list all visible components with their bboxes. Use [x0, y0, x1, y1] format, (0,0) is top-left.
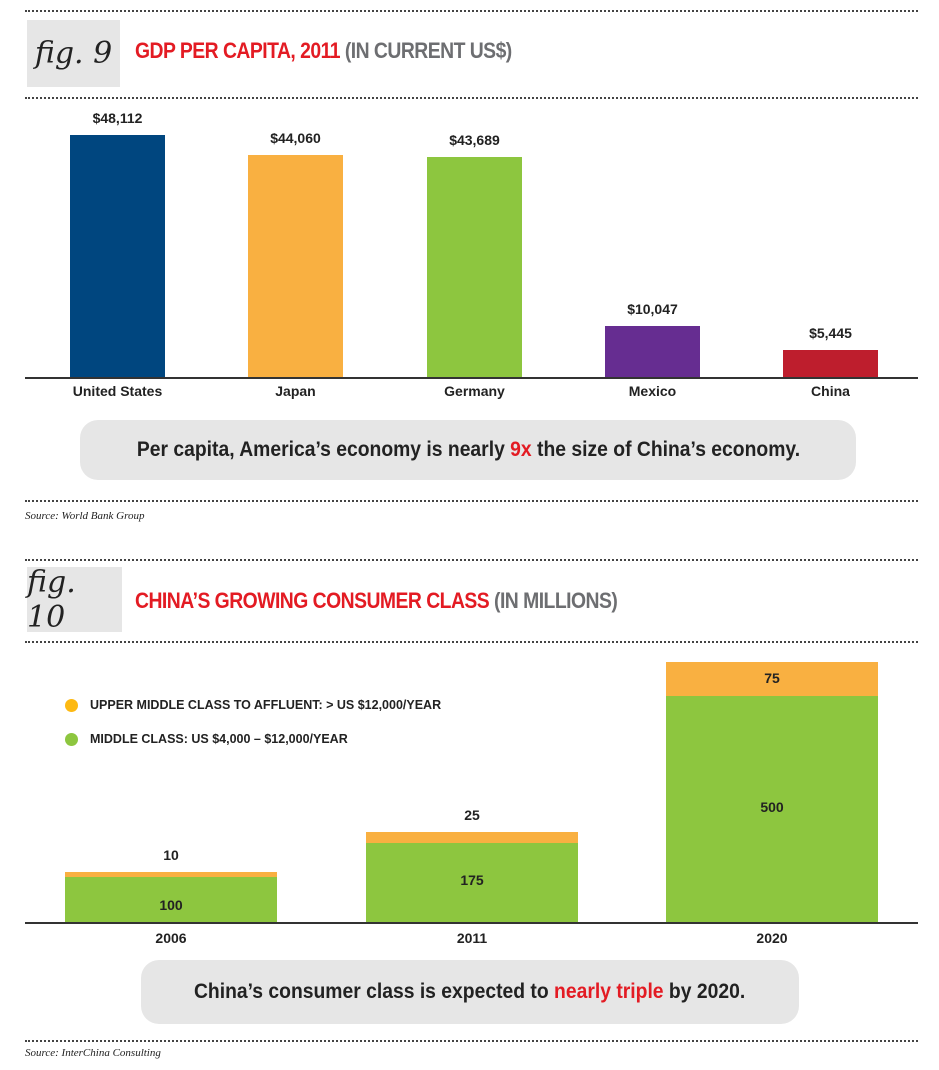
category-label: Mexico	[628, 383, 677, 399]
legend-label: UPPER MIDDLE CLASS TO AFFLUENT: > US $12…	[90, 698, 442, 712]
category-label: United States	[72, 383, 163, 399]
value-label: $48,112	[92, 110, 143, 126]
middle-value-label: 500	[760, 798, 784, 815]
fig-10-source: Source: InterChina Consulting	[25, 1047, 161, 1059]
upper-value-label: 75	[764, 669, 780, 686]
category-label: China	[811, 383, 850, 399]
fig-10-label: fig. 10	[27, 565, 122, 635]
bar-united-states	[70, 135, 165, 377]
callout-text: by 2020.	[663, 980, 746, 1003]
divider	[25, 500, 918, 502]
fig-9-title: GDP PER CAPITA, 2011 (IN CURRENT US$)	[135, 38, 512, 64]
bar-china	[783, 349, 878, 377]
divider	[25, 1040, 918, 1042]
title-main: CHINA’S GROWING CONSUMER CLASS	[135, 588, 490, 613]
year-label: 2011	[456, 930, 488, 946]
bar-germany	[427, 157, 522, 377]
legend-item-middle: MIDDLE CLASS: US $4,000 – $12,000/YEAR	[65, 732, 348, 746]
x-axis-line	[25, 377, 918, 379]
bar-mexico	[605, 326, 700, 377]
legend-label: MIDDLE CLASS: US $4,000 – $12,000/YEAR	[90, 732, 348, 746]
middle-value-label: 100	[159, 897, 183, 914]
bar-middle-2006	[65, 876, 277, 922]
category-label: Germany	[444, 383, 505, 399]
bar-middle-2020	[666, 695, 878, 922]
divider	[25, 97, 918, 99]
year-label: 2006	[155, 930, 187, 946]
callout-highlight: nearly triple	[554, 980, 664, 1003]
value-label: $43,689	[449, 132, 500, 149]
divider	[25, 559, 918, 561]
title-unit: (IN MILLIONS)	[494, 588, 618, 613]
legend-item-upper: UPPER MIDDLE CLASS TO AFFLUENT: > US $12…	[65, 698, 441, 712]
title-main: GDP PER CAPITA, 2011	[135, 38, 341, 63]
bar-middle-2011	[366, 842, 578, 922]
upper-value-label: 10	[163, 847, 179, 864]
upper-value-label: 25	[464, 806, 480, 823]
callout-text: Per capita, America’s economy is nearly	[136, 438, 510, 461]
bar-upper-2020	[666, 662, 878, 696]
year-label: 2020	[756, 930, 788, 946]
bar-japan	[248, 155, 343, 377]
fig-10-callout: China’s consumer class is expected to ne…	[141, 960, 799, 1024]
value-label: $10,047	[627, 301, 678, 318]
fig-9-callout: Per capita, America’s economy is nearly …	[80, 420, 856, 480]
title-unit: (IN CURRENT US$)	[344, 38, 512, 63]
callout-text: China’s consumer class is expected to	[194, 980, 555, 1003]
bar-upper-2006	[65, 872, 277, 877]
legend-swatch	[65, 698, 78, 712]
divider	[25, 641, 918, 643]
value-label: $44,060	[270, 130, 321, 147]
fig-10-title: CHINA’S GROWING CONSUMER CLASS (IN MILLI…	[135, 588, 618, 614]
fig-9-source: Source: World Bank Group	[25, 510, 145, 522]
value-label: $5,445	[809, 324, 852, 341]
callout-highlight: 9x	[509, 438, 532, 461]
callout-text: the size of China’s economy.	[531, 438, 800, 461]
x-axis-line	[25, 922, 918, 924]
middle-value-label: 175	[460, 872, 484, 889]
bar-upper-2011	[366, 831, 578, 843]
legend-swatch	[65, 732, 78, 746]
fig-9-label: fig. 9	[27, 20, 120, 87]
category-label: Japan	[275, 383, 316, 399]
divider	[25, 10, 918, 12]
